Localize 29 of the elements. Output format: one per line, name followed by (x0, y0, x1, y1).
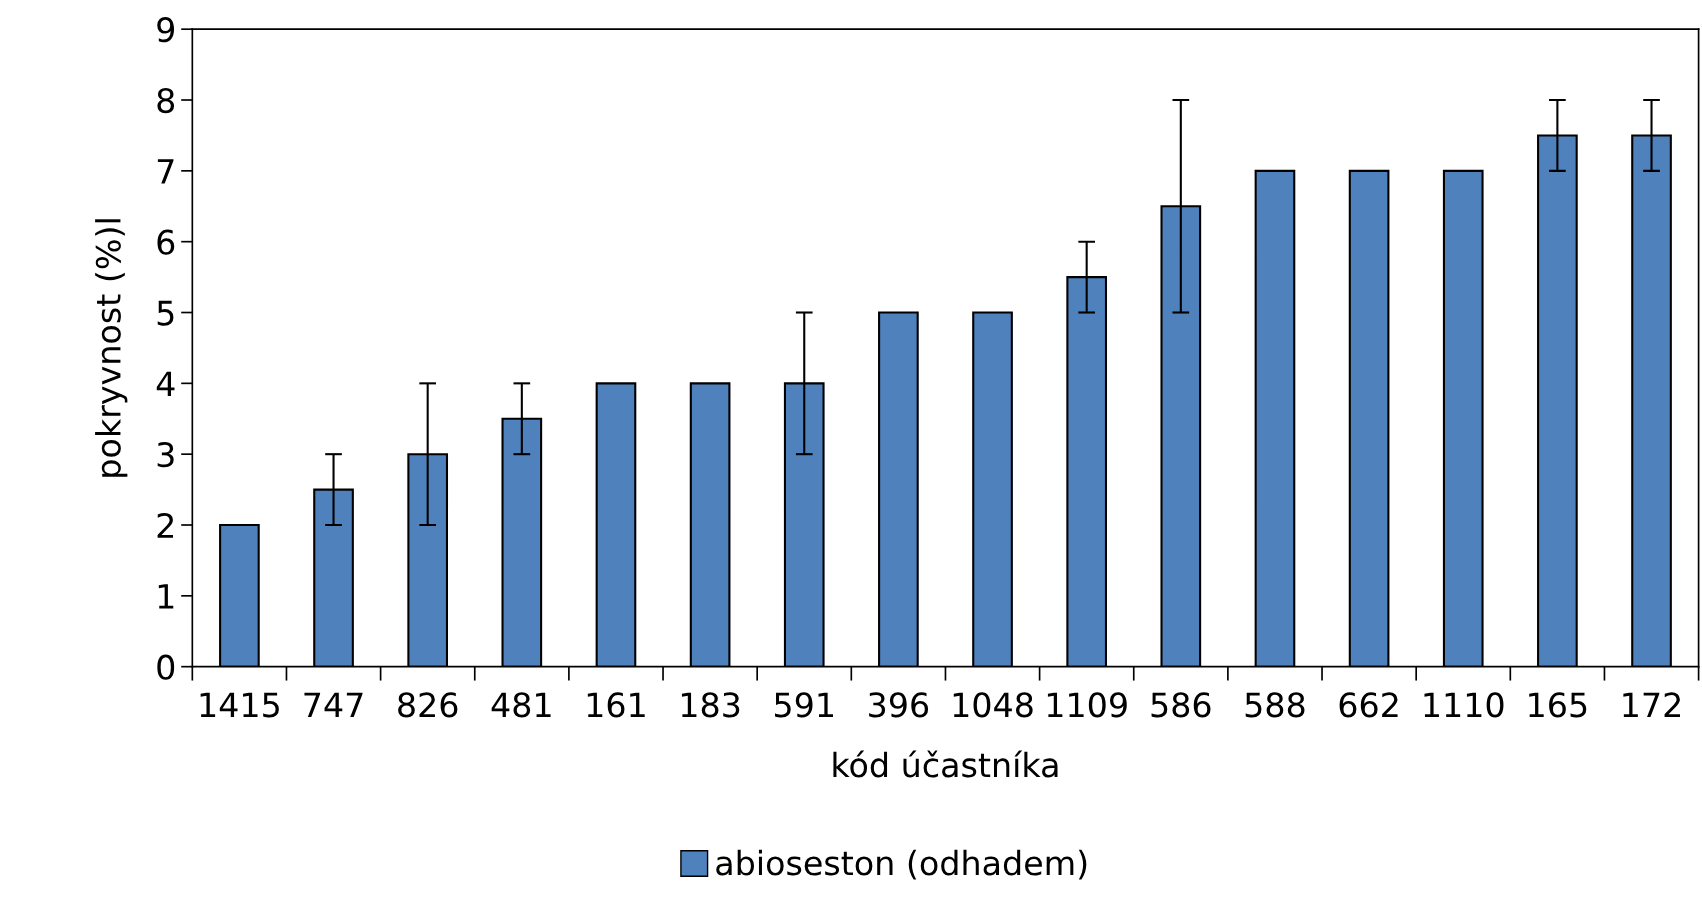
x-tick-label: 1415 (200, 692, 279, 718)
y-tick-label: 4 (156, 371, 175, 397)
x-tick-label: 1109 (1047, 692, 1127, 718)
y-tick-label: 3 (157, 442, 174, 468)
y-tick-label: 7 (157, 159, 174, 184)
x-tick-label: 165 (1529, 692, 1587, 718)
x-tick-label: 172 (1623, 692, 1680, 717)
x-tick-label: 396 (869, 692, 929, 718)
x-tick-label: 481 (491, 692, 551, 718)
x-tick-label: 591 (775, 692, 833, 718)
y-tick-label: 6 (157, 229, 175, 255)
y-tick-label: 0 (157, 654, 175, 680)
x-tick-label: 826 (398, 692, 458, 718)
y-tick-label: 8 (157, 87, 175, 114)
y-tick-label: 2 (157, 512, 174, 538)
y-tick-label: 5 (157, 300, 174, 326)
x-axis-title: kód účastníka (833, 750, 1058, 778)
x-tick-label: 747 (304, 692, 363, 717)
y-tick-label: 9 (157, 17, 175, 43)
x-tick-label: 1110 (1424, 692, 1504, 718)
x-tick-label: 586 (1151, 692, 1211, 718)
x-tick-label: 161 (587, 692, 645, 718)
x-tick-label: 1048 (953, 692, 1033, 718)
x-tick-label: 662 (1339, 692, 1398, 718)
x-tick-label: 588 (1245, 692, 1305, 718)
y-tick-label: 1 (158, 584, 174, 609)
y-axis-title: pokryvnost (%)l (95, 219, 128, 477)
legend-label: abioseston (odhadem) (716, 849, 1087, 880)
x-tick-label: 183 (681, 692, 740, 718)
